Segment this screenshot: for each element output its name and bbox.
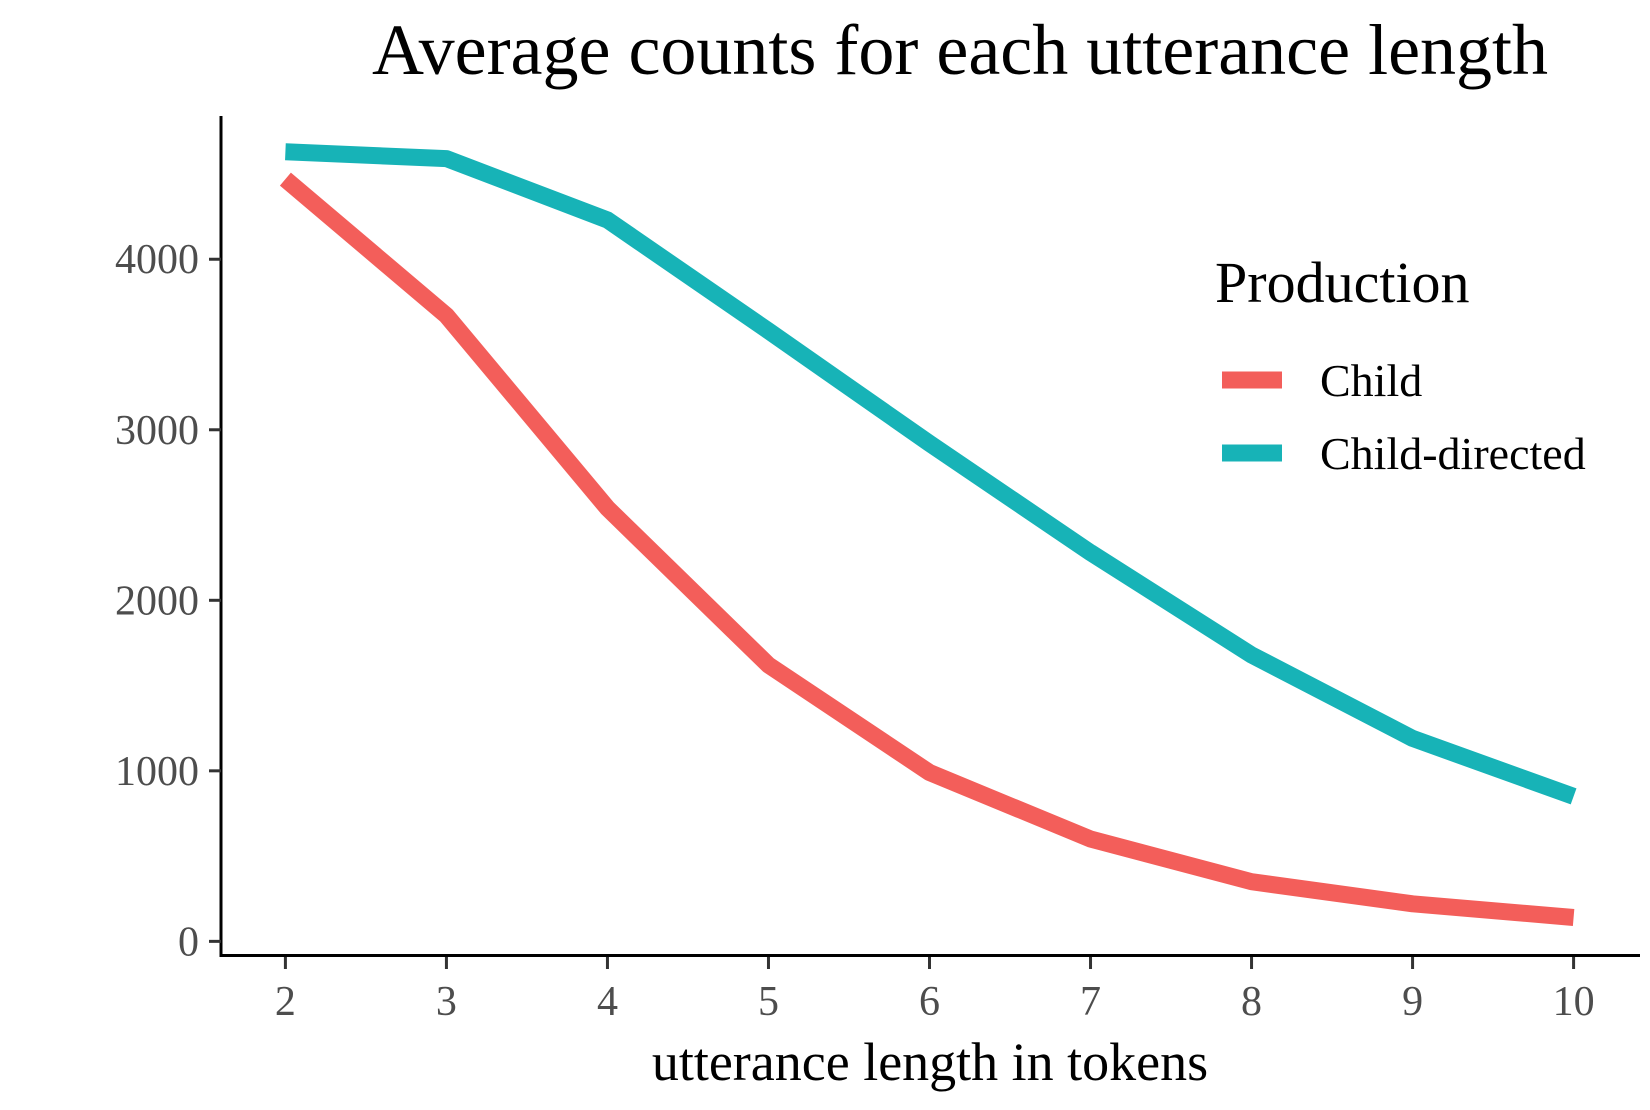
series-line-child — [279, 172, 1575, 926]
x-tick-label: 10 — [1553, 979, 1595, 1025]
x-tick-label: 2 — [275, 979, 296, 1025]
legend-entries: Child Child-directed — [1222, 355, 1586, 479]
legend-label-child-directed: Child-directed — [1320, 428, 1586, 479]
y-tick-label: 2000 — [115, 578, 199, 624]
chart-title: Average counts for each utterance length — [372, 10, 1548, 90]
y-tick-label: 4000 — [115, 237, 199, 283]
y-tick-label: 0 — [178, 919, 199, 965]
x-tick-label: 9 — [1402, 979, 1423, 1025]
y-tick-label: 3000 — [115, 408, 199, 454]
x-tick-label: 8 — [1241, 979, 1262, 1025]
x-tick-label: 3 — [436, 979, 457, 1025]
series-layer — [279, 143, 1577, 926]
legend-title: Production — [1215, 250, 1470, 315]
x-axis-label: utterance length in tokens — [652, 1032, 1208, 1092]
y-axis-ticks: 0 1000 2000 3000 4000 — [115, 237, 221, 965]
x-tick-label: 6 — [919, 979, 940, 1025]
x-tick-label: 5 — [758, 979, 779, 1025]
legend-label-child: Child — [1320, 355, 1422, 406]
x-axis-ticks: 2 3 4 5 6 7 8 9 10 — [275, 957, 1595, 1025]
x-tick-label: 7 — [1080, 979, 1101, 1025]
y-tick-label: 1000 — [115, 749, 199, 795]
series-line-child-directed — [285, 143, 1577, 805]
x-tick-label: 4 — [597, 979, 618, 1025]
legend: Production Child Child-directed — [1215, 250, 1586, 479]
